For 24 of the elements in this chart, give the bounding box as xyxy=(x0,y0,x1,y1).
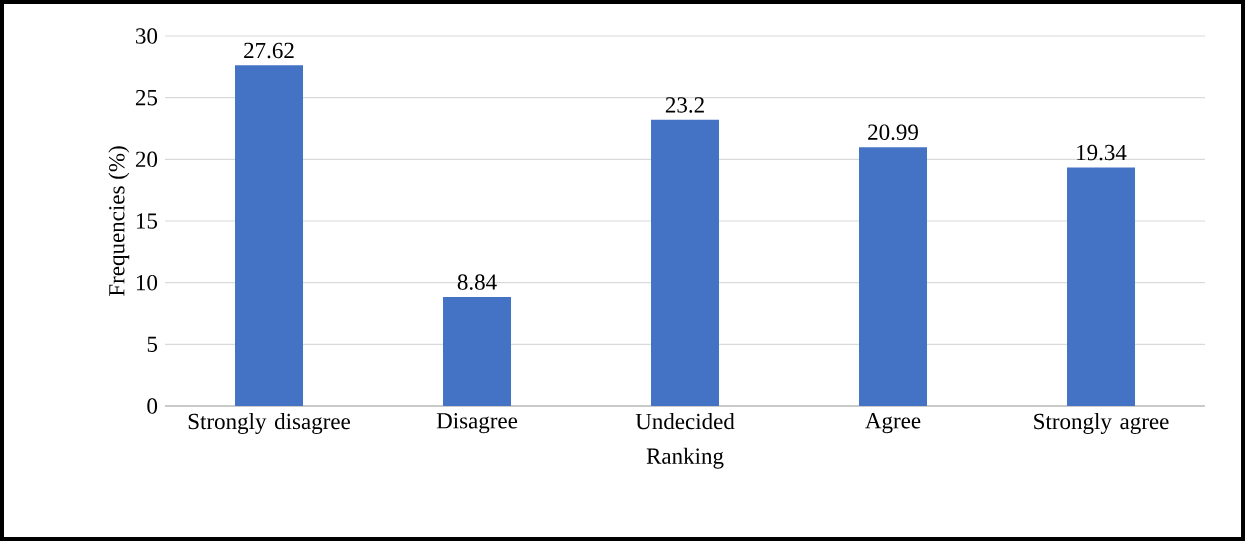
bar xyxy=(859,147,928,406)
data-label: 20.99 xyxy=(868,124,918,141)
x-tick-label: Undecided xyxy=(635,413,735,430)
x-tick-label: Strongly disagree xyxy=(188,413,350,434)
y-tick-label: 20 xyxy=(135,151,158,168)
y-tick-label: 15 xyxy=(136,213,158,229)
y-tick-label: 0 xyxy=(147,398,158,414)
bar xyxy=(1067,167,1136,406)
x-axis-title: Ranking xyxy=(646,447,724,469)
bar xyxy=(235,65,303,406)
x-tick-label: Disagree xyxy=(436,413,518,434)
y-tick-label: 5 xyxy=(147,336,158,352)
y-tick-label: 25 xyxy=(135,89,158,106)
y-axis-title: Frequencies (%) xyxy=(108,146,130,297)
data-label: 8.84 xyxy=(457,274,497,290)
bar xyxy=(651,119,720,406)
y-tick-label: 30 xyxy=(136,28,158,44)
bar xyxy=(443,296,512,406)
data-label: 23.2 xyxy=(665,97,704,113)
data-label: 27.62 xyxy=(244,42,294,59)
x-tick-label: Agree xyxy=(865,413,921,434)
data-label: 19.34 xyxy=(1077,144,1127,161)
y-tick-label: 10 xyxy=(136,274,158,291)
x-tick-label: Strongly agree xyxy=(1034,413,1169,434)
